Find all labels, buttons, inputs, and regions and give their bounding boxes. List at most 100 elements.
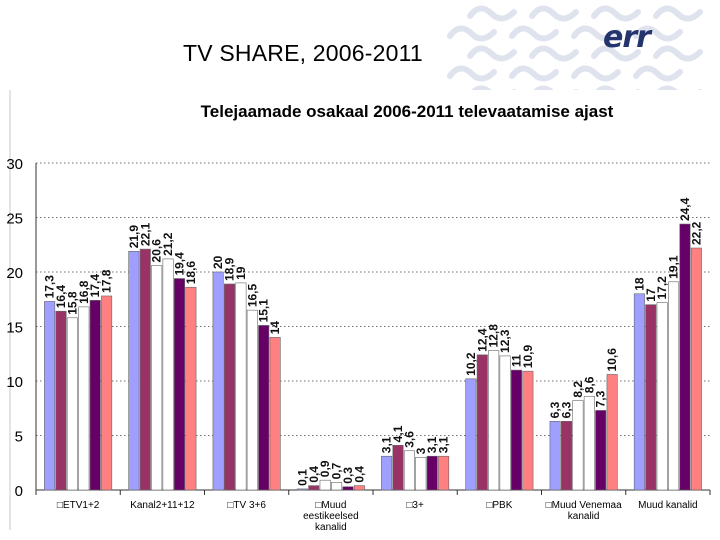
x-category-label: □PBK	[486, 500, 512, 511]
data-label: 20,6	[150, 239, 164, 263]
data-label: 8,2	[571, 381, 585, 398]
x-category-label: □Muud	[315, 500, 346, 511]
data-label: 7,3	[594, 390, 608, 407]
watermark-swirl	[571, 65, 621, 82]
chart-title: Telejaamade osakaal 2006-2011 televaatam…	[201, 102, 614, 121]
bar	[690, 247, 702, 491]
bar	[162, 258, 174, 491]
data-label: 0,4	[352, 466, 366, 483]
data-label: 17,2	[655, 276, 669, 300]
bar	[549, 421, 561, 491]
data-label: 8,6	[582, 376, 596, 393]
bar	[679, 223, 691, 491]
bar	[331, 482, 343, 491]
data-label: 0,3	[341, 467, 355, 484]
x-category-label: □ETV1+2	[57, 500, 100, 511]
bar	[595, 410, 607, 491]
data-label: 11	[509, 354, 523, 367]
data-label: 0,7	[330, 462, 344, 479]
x-category-label: kanalid	[315, 522, 347, 533]
data-label: 20	[211, 255, 225, 269]
y-tick-label: 10	[6, 374, 23, 391]
data-label: 12,3	[498, 329, 512, 353]
data-label: 18,6	[184, 261, 198, 285]
y-tick-label: 25	[6, 211, 23, 228]
data-label: 18,9	[223, 257, 237, 281]
data-label: 3,1	[437, 436, 451, 453]
bar	[128, 250, 140, 491]
bar	[296, 488, 308, 491]
bar	[583, 395, 595, 491]
bar	[235, 282, 247, 491]
watermark-swirl	[509, 25, 559, 42]
bar	[212, 271, 224, 491]
bar	[342, 486, 354, 491]
data-label: 3,1	[380, 436, 394, 453]
data-label: 19,1	[667, 255, 681, 279]
data-label: 0,4	[307, 466, 321, 483]
bar	[66, 317, 78, 491]
data-label: 15,8	[65, 291, 79, 315]
watermark-swirl	[467, 5, 517, 22]
bar	[139, 248, 151, 491]
bar	[89, 300, 101, 491]
watermark-swirl	[591, 5, 641, 22]
x-category-label: Kanal2+11+12	[130, 500, 195, 511]
watermark-swirl	[447, 65, 497, 82]
y-tick-label: 5	[15, 429, 23, 446]
data-label: 17,3	[43, 275, 57, 299]
x-category-label: □Muud Venemaa	[546, 500, 623, 511]
y-tick-label: 15	[6, 320, 23, 337]
bar	[78, 306, 90, 491]
data-label: 17,8	[100, 269, 114, 293]
bar	[656, 302, 668, 491]
bar	[151, 265, 163, 491]
bar	[606, 374, 618, 491]
bar	[319, 479, 331, 491]
data-label: 22,1	[138, 222, 152, 246]
err-logo: err	[603, 20, 651, 55]
watermark-swirl	[509, 65, 559, 82]
x-category-label: Muud kanalid	[638, 500, 697, 511]
bar	[499, 355, 511, 491]
bar	[55, 310, 67, 491]
bar	[173, 278, 185, 491]
x-category-label: □3+	[406, 500, 424, 511]
y-tick-label: 20	[6, 265, 23, 282]
data-label: 0,9	[318, 460, 332, 477]
bar	[426, 455, 438, 491]
bar	[308, 485, 320, 491]
bar	[44, 301, 56, 491]
data-label: 10,6	[605, 348, 619, 372]
data-label: 6,3	[548, 401, 562, 418]
bar	[381, 455, 393, 491]
bar	[488, 350, 500, 491]
watermark-swirl	[467, 45, 517, 62]
bar	[185, 286, 197, 491]
bar	[403, 450, 415, 491]
y-tick-label: 30	[6, 156, 23, 173]
bar	[224, 283, 236, 491]
bar	[465, 378, 477, 491]
slide-title: TV SHARE, 2006-2011	[183, 40, 423, 66]
x-category-label: □TV 3+6	[227, 500, 266, 511]
data-label: 3,1	[425, 436, 439, 453]
data-label: 0,1	[295, 469, 309, 486]
data-label: 3,6	[402, 431, 416, 448]
data-label: 22,2	[689, 221, 703, 245]
watermark-swirl	[529, 45, 579, 62]
watermark-swirl	[591, 45, 641, 62]
data-label: 14	[268, 321, 282, 335]
data-label: 17	[644, 288, 658, 302]
data-label: 19,4	[172, 252, 186, 276]
watermark-swirl	[653, 45, 703, 62]
data-label: 10,9	[521, 345, 535, 369]
watermark-swirl	[571, 25, 621, 42]
data-label: 10,2	[464, 352, 478, 376]
bar	[258, 325, 270, 491]
bar	[101, 295, 113, 491]
bar	[392, 445, 404, 491]
data-label: 16,8	[77, 280, 91, 304]
watermark-swirl	[653, 5, 703, 22]
